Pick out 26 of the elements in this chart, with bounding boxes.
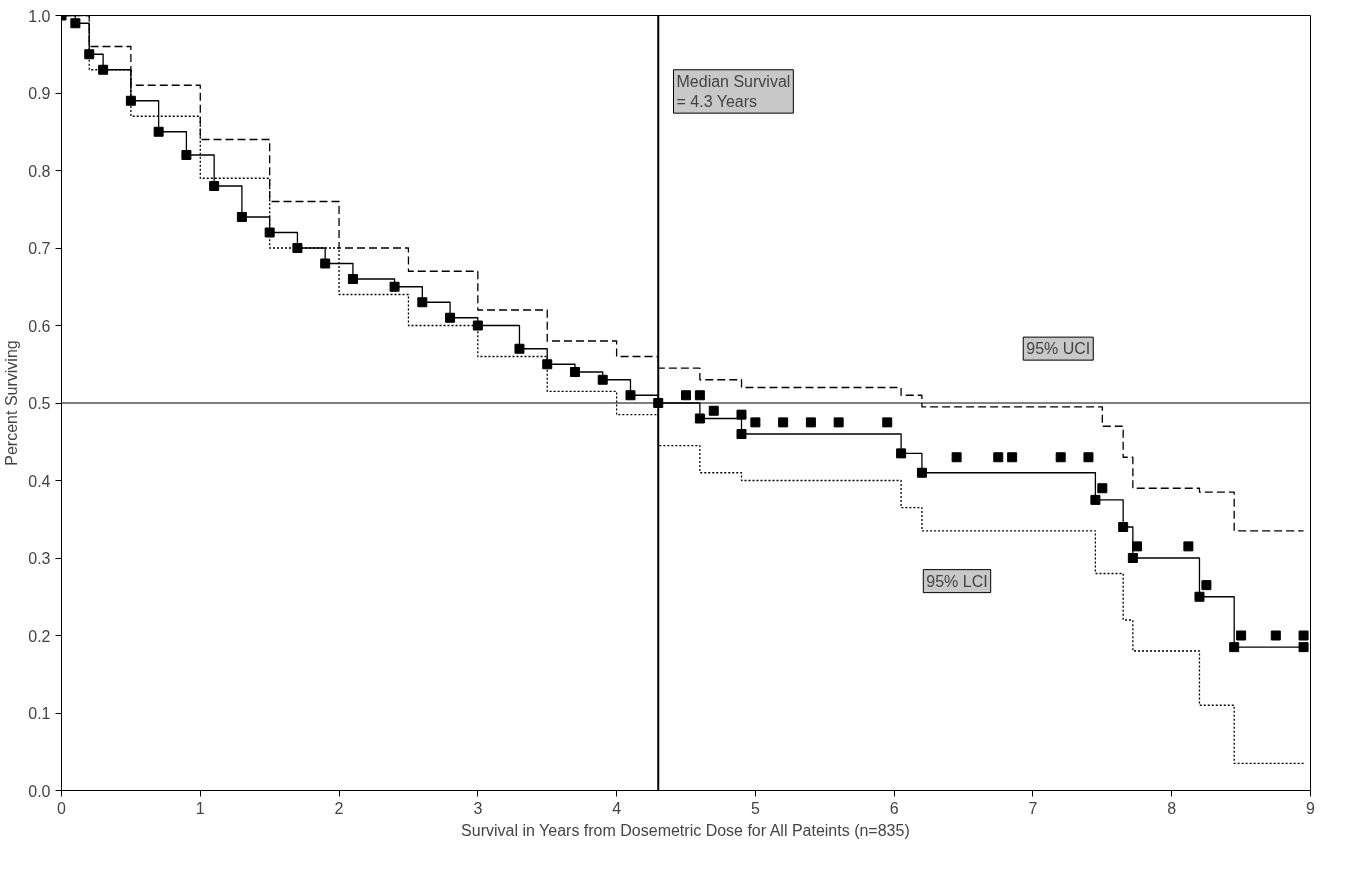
x-tick-label: 4 — [612, 799, 622, 817]
x-tick-label: 6 — [889, 799, 899, 817]
y-tick-label: 1.0 — [28, 7, 51, 25]
x-tick-label: 8 — [1167, 799, 1177, 817]
y-tick-label: 0.6 — [28, 317, 51, 335]
y-axis-title: Percent Surviving — [3, 340, 21, 466]
annotation: 95% LCI — [926, 572, 988, 590]
annotation: 95% UCI — [1026, 340, 1091, 358]
x-tick-label: 2 — [334, 799, 344, 817]
y-tick-label: 0.2 — [28, 627, 51, 645]
y-tick-label: 0.7 — [28, 240, 51, 257]
y-tick-label: 0.5 — [28, 395, 51, 412]
y-tick-label: 0.3 — [28, 550, 51, 567]
x-tick-label: 9 — [1306, 799, 1316, 817]
y-tick-label: 0.4 — [28, 472, 51, 490]
y-tick-label: 0.1 — [28, 705, 51, 722]
x-tick-label: 1 — [195, 799, 205, 817]
y-tick-label: 0.9 — [28, 85, 51, 102]
y-tick-label: 0.8 — [28, 162, 51, 180]
x-tick-label: 7 — [1028, 799, 1038, 817]
x-axis-title: Survival in Years from Dosemetric Dose for All Pateints (n=835) — [461, 821, 910, 839]
y-tick-label: 0.0 — [28, 782, 51, 800]
annotation: Median Survival = 4.3 Years — [676, 72, 791, 111]
x-tick-label: 5 — [750, 799, 760, 817]
x-tick-label: 3 — [473, 799, 483, 817]
x-tick-label: 0 — [57, 799, 67, 817]
